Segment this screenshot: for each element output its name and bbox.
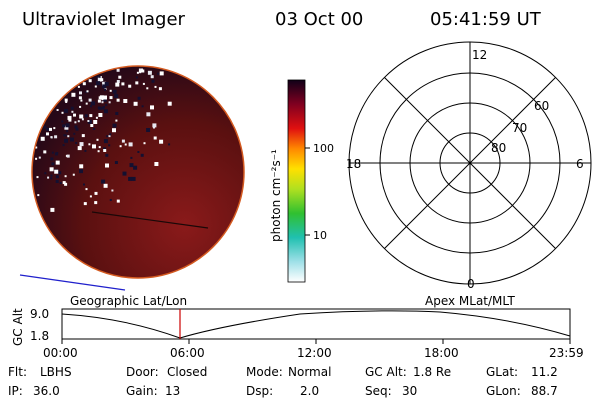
- gain-value: 13: [165, 384, 180, 398]
- polar-diagonal-2: [384, 77, 556, 249]
- image-time: 05:41:59 UT: [430, 9, 542, 30]
- colorbar-label-100: 100: [313, 142, 334, 155]
- gc-alt-label: GC Alt:: [365, 365, 407, 379]
- time-label-4: 23:59: [549, 346, 584, 360]
- mode-value: Normal: [288, 365, 331, 379]
- time-label-3: 18:00: [424, 346, 459, 360]
- time-label-0: 00:00: [43, 346, 78, 360]
- altitude-curve: [61, 310, 571, 339]
- filter-value: LBHS: [40, 365, 72, 379]
- ip-value: 36.0: [33, 384, 60, 398]
- apex-title: Apex MLat/MLT: [425, 294, 515, 308]
- earth-disk: [32, 66, 244, 278]
- colorbar-unit: photon cm⁻²s⁻¹: [269, 149, 283, 242]
- gain-label: Gain:: [126, 384, 158, 398]
- image-date: 03 Oct 00: [275, 9, 363, 30]
- glon-label: GLon:: [486, 384, 521, 398]
- altitude-ylabel: GC Alt: [11, 308, 25, 346]
- terminator-line: [19, 274, 126, 291]
- status-row-1: Flt: LBHS Door: Closed Mode: Normal GC A…: [8, 365, 558, 379]
- colorbar-label-10: 10: [313, 229, 327, 242]
- glat-value: 11.2: [531, 365, 558, 379]
- mlt-label-top: 12: [472, 48, 487, 62]
- door-value: Closed: [167, 365, 207, 379]
- time-label-1: 06:00: [170, 346, 205, 360]
- earth-limb: [31, 65, 245, 279]
- seq-label: Seq:: [365, 384, 392, 398]
- dsp-value: 2.0: [300, 384, 319, 398]
- status-row-2: IP: 36.0 Gain: 13 Dsp: 2.0 Seq: 30 GLon:…: [8, 384, 558, 398]
- lat-label-60: 60: [534, 99, 549, 113]
- glon-value: 88.7: [531, 384, 558, 398]
- lat-label-70: 70: [512, 121, 527, 135]
- polar-plot: [348, 41, 592, 285]
- mlt-label-bottom: 0: [467, 277, 475, 291]
- altitude-tick-high: 9.0: [30, 307, 49, 321]
- color-bar: 100 10 photon cm⁻²s⁻¹: [269, 79, 334, 283]
- door-label: Door:: [126, 365, 159, 379]
- geographic-title: Geographic Lat/Lon: [70, 294, 187, 308]
- altitude-tick-low: 1.8: [30, 329, 49, 343]
- mlt-label-left: 18: [346, 157, 361, 171]
- altitude-plot: [61, 308, 571, 344]
- mode-label: Mode:: [246, 365, 283, 379]
- instrument-title: Ultraviolet Imager: [22, 9, 186, 30]
- gc-alt-value: 1.8 Re: [413, 365, 451, 379]
- time-label-2: 12:00: [297, 346, 332, 360]
- ip-label: IP:: [8, 384, 23, 398]
- nightside-line: [91, 211, 209, 229]
- lat-label-80: 80: [491, 141, 506, 155]
- color-scale: [287, 79, 306, 283]
- mlt-label-right: 6: [576, 157, 584, 171]
- earth-image: [19, 65, 245, 291]
- seq-value: 30: [402, 384, 417, 398]
- glat-label: GLat:: [486, 365, 518, 379]
- dsp-label: Dsp:: [246, 384, 273, 398]
- airglow-speckle: [35, 68, 172, 213]
- filter-label: Flt:: [8, 365, 27, 379]
